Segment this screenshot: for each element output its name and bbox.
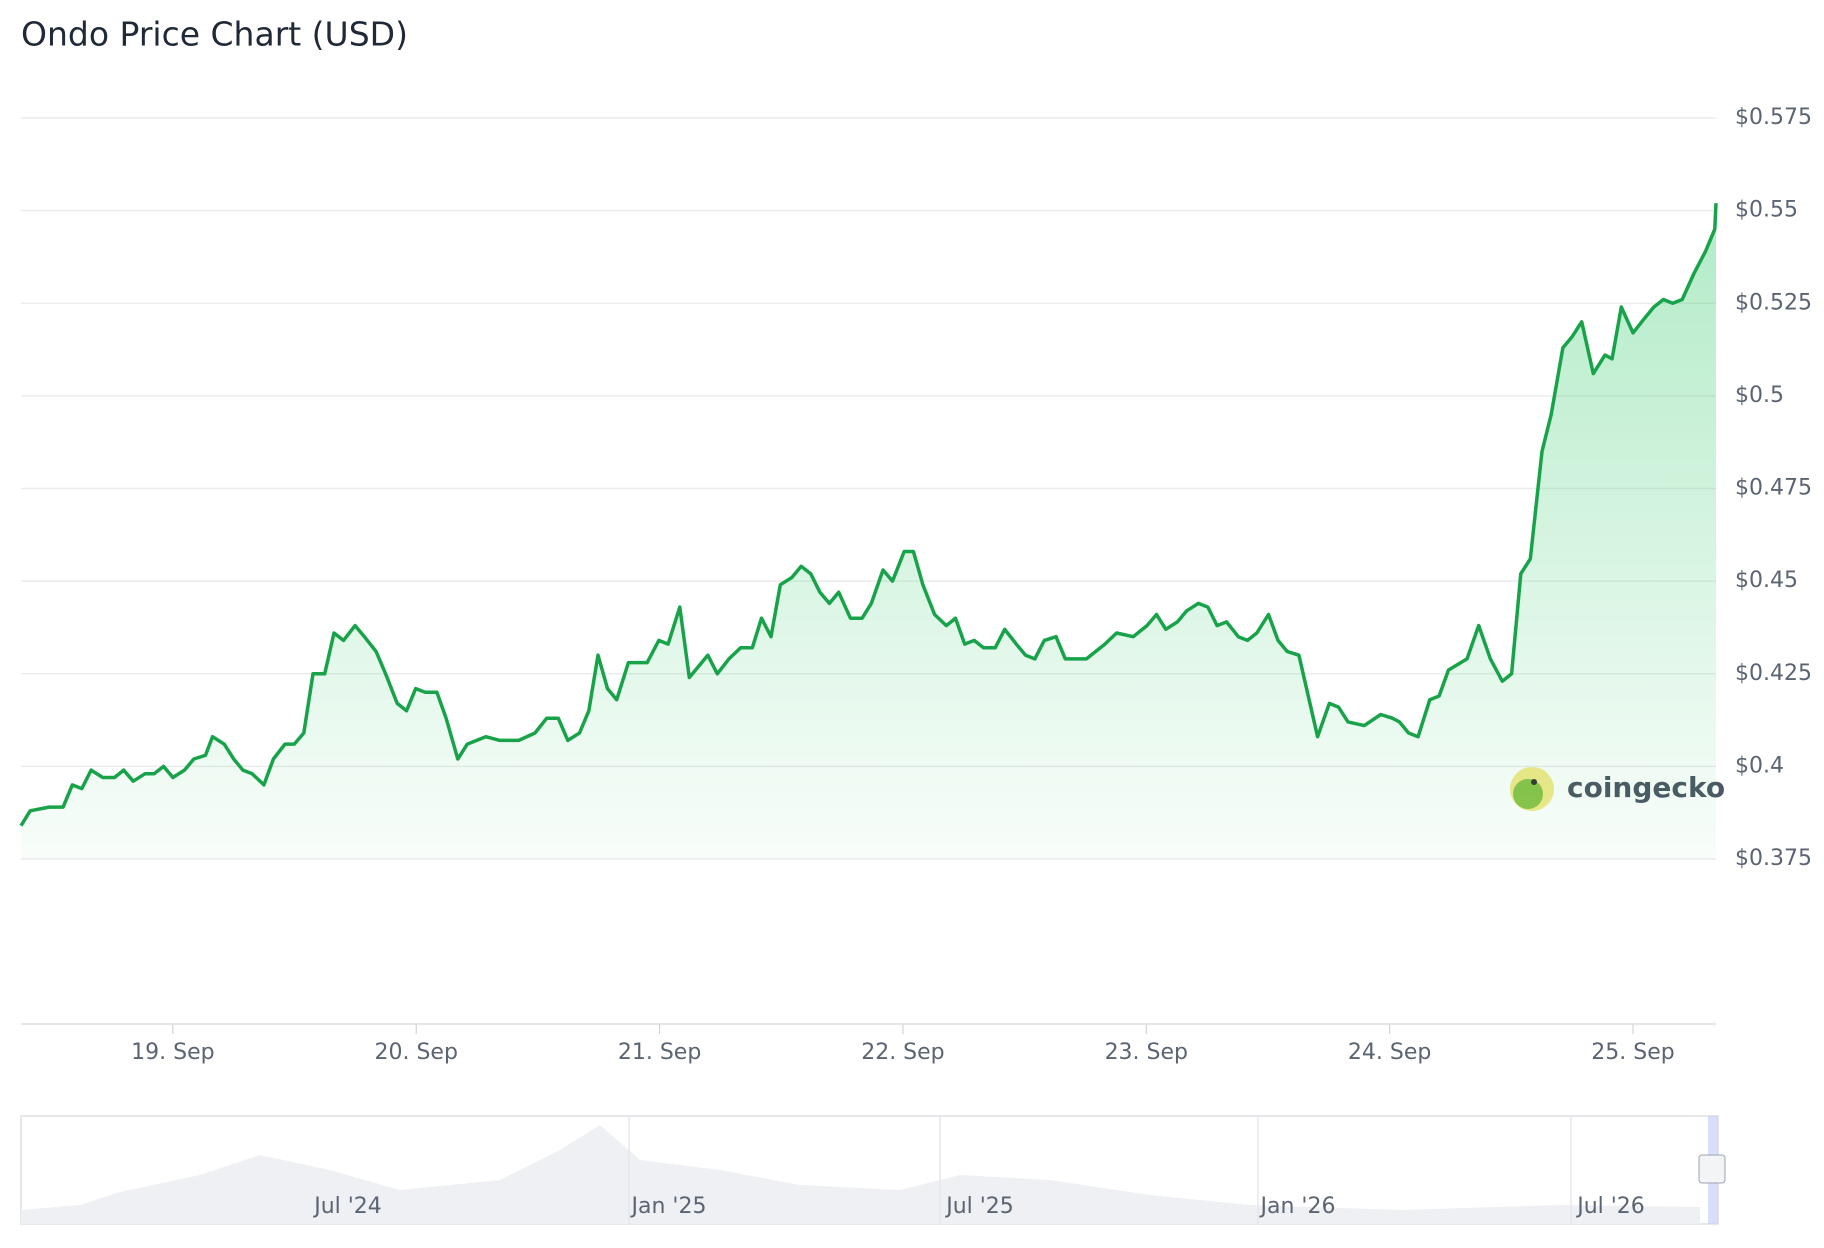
x-tick-label: 24. Sep [1348, 1040, 1431, 1065]
x-tick-label: 23. Sep [1105, 1040, 1188, 1065]
y-tick-label: $0.425 [1735, 661, 1812, 686]
navigator-label: Jul '25 [944, 1194, 1014, 1219]
y-tick-label: $0.55 [1735, 198, 1798, 223]
x-tick-label: 19. Sep [131, 1040, 214, 1065]
y-tick-label: $0.375 [1735, 846, 1812, 871]
y-tick-label: $0.525 [1735, 290, 1812, 315]
x-tick-label: 22. Sep [861, 1040, 944, 1065]
x-tick-label: 20. Sep [374, 1040, 457, 1065]
plot: $0.375 $0.4 $0.425 $0.45 $0.475 $0.5 $0.525 $0.… [19, 105, 1812, 1065]
x-tick-label: 25. Sep [1591, 1040, 1674, 1065]
x-tick-label: 21. Sep [618, 1040, 701, 1065]
navigator-label: Jul '24 [312, 1194, 382, 1219]
y-tick-label: $0.475 [1735, 476, 1812, 501]
navigator-shape [21, 1125, 1700, 1224]
navigator-label: Jan '25 [630, 1194, 707, 1219]
y-tick-label: $0.575 [1735, 105, 1812, 130]
price-line [19, 203, 1718, 827]
navigator-label: Jan '26 [1259, 1194, 1336, 1219]
navigator-label: Jul '26 [1575, 1194, 1645, 1219]
chart-title: Ondo Price Chart (USD) [21, 15, 408, 54]
navigator-handle[interactable] [1698, 1154, 1726, 1184]
area [21, 203, 1716, 859]
y-tick-label: $0.4 [1735, 753, 1784, 778]
y-tick-label: $0.5 [1735, 383, 1784, 408]
y-tick-label: $0.45 [1735, 568, 1798, 593]
